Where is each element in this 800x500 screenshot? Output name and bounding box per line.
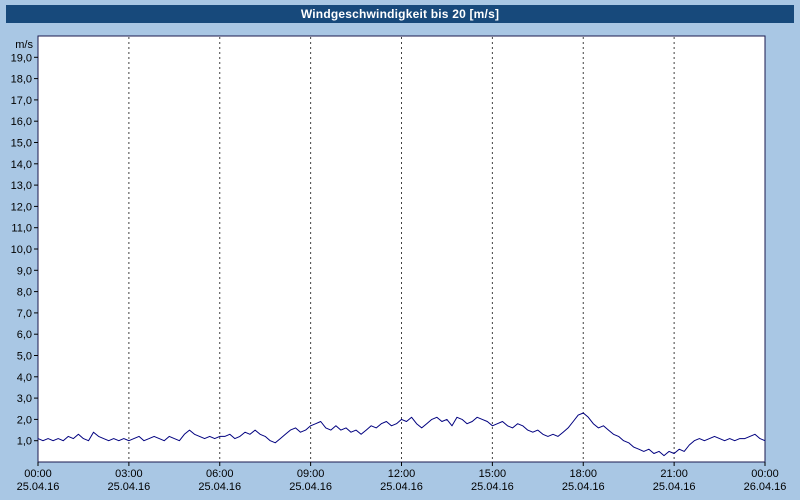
y-axis-tick-label: 16,0 xyxy=(11,116,32,128)
x-axis-date-label: 25.04.16 xyxy=(380,481,423,493)
x-axis-date-label: 25.04.16 xyxy=(289,481,332,493)
x-axis-time-label: 06:00 xyxy=(206,468,234,480)
y-axis-tick-label: 7,0 xyxy=(17,308,32,320)
y-axis-tick-label: 4,0 xyxy=(17,372,32,384)
y-axis-unit-label: m/s xyxy=(15,39,33,51)
y-axis-tick-label: 1,0 xyxy=(17,436,32,448)
y-axis-tick-label: 19,0 xyxy=(11,52,32,64)
x-axis-date-label: 25.04.16 xyxy=(198,481,241,493)
y-axis-tick-label: 11,0 xyxy=(11,223,32,235)
x-axis-date-label: 25.04.16 xyxy=(653,481,696,493)
x-axis-time-label: 18:00 xyxy=(569,468,597,480)
y-axis-tick-label: 9,0 xyxy=(17,265,32,277)
x-axis-time-label: 21:00 xyxy=(660,468,688,480)
y-axis-tick-label: 17,0 xyxy=(11,95,32,107)
y-axis-tick-label: 3,0 xyxy=(17,393,32,405)
x-axis-time-label: 00:00 xyxy=(751,468,779,480)
x-axis-time-label: 12:00 xyxy=(388,468,416,480)
x-axis-time-label: 09:00 xyxy=(297,468,325,480)
x-axis-date-label: 25.04.16 xyxy=(107,481,150,493)
chart-title: Windgeschwindigkeit bis 20 [m/s] xyxy=(300,7,500,21)
x-axis-time-label: 00:00 xyxy=(24,468,52,480)
x-axis-time-label: 15:00 xyxy=(479,468,507,480)
x-axis-date-label: 25.04.16 xyxy=(17,481,60,493)
y-axis-tick-label: 13,0 xyxy=(11,180,32,192)
y-axis-tick-label: 6,0 xyxy=(17,329,32,341)
x-axis-time-label: 03:00 xyxy=(115,468,143,480)
chart-title-bar: Windgeschwindigkeit bis 20 [m/s] xyxy=(6,5,794,23)
x-axis-date-label: 25.04.16 xyxy=(562,481,605,493)
y-axis-tick-label: 10,0 xyxy=(11,244,32,256)
y-axis-tick-label: 14,0 xyxy=(11,159,32,171)
wind-speed-line xyxy=(37,412,766,457)
y-axis-tick-label: 15,0 xyxy=(11,138,32,150)
y-axis-tick-label: 12,0 xyxy=(11,201,32,213)
y-axis-tick-label: 8,0 xyxy=(17,287,32,299)
x-axis-date-label: 25.04.16 xyxy=(471,481,514,493)
y-axis-tick-label: 18,0 xyxy=(11,74,32,86)
x-axis-date-label: 26.04.16 xyxy=(744,481,787,493)
y-axis-tick-label: 5,0 xyxy=(17,351,32,363)
y-axis-tick-label: 2,0 xyxy=(17,414,32,426)
